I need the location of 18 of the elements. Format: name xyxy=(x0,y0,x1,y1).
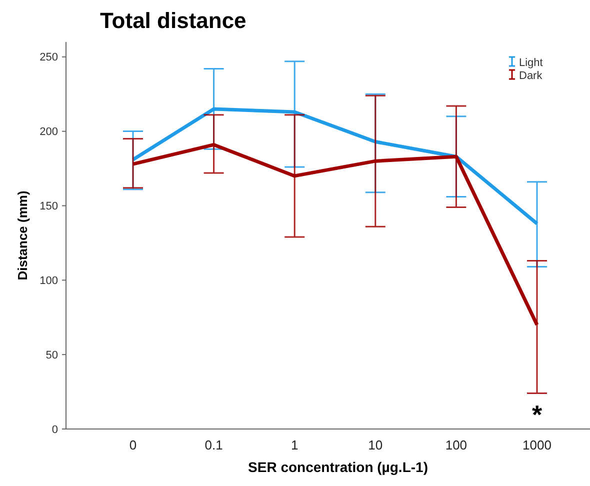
y-tick-label: 150 xyxy=(40,200,58,213)
y-tick-label: 250 xyxy=(40,52,58,64)
x-axis-title: SER concentration (µg.L-1) xyxy=(248,459,428,475)
y-tick-label: 100 xyxy=(40,275,58,288)
x-tick-label: 100 xyxy=(445,438,468,453)
y-tick-label: 200 xyxy=(40,126,58,138)
annotation: * xyxy=(532,400,543,430)
x-tick-label: 0.1 xyxy=(204,438,223,453)
legend-label: Dark xyxy=(519,70,543,82)
y-axis-title: Distance (mm) xyxy=(15,190,30,280)
y-tick-label: 50 xyxy=(46,349,58,362)
y-tick-label: 0 xyxy=(52,424,58,436)
legend-label: Light xyxy=(519,56,543,69)
x-tick-label: 0 xyxy=(129,438,137,453)
chart-title: Total distance xyxy=(100,8,246,33)
x-tick-label: 10 xyxy=(368,438,383,453)
x-tick-label: 1 xyxy=(290,438,298,453)
x-tick-label: 1000 xyxy=(522,438,552,453)
